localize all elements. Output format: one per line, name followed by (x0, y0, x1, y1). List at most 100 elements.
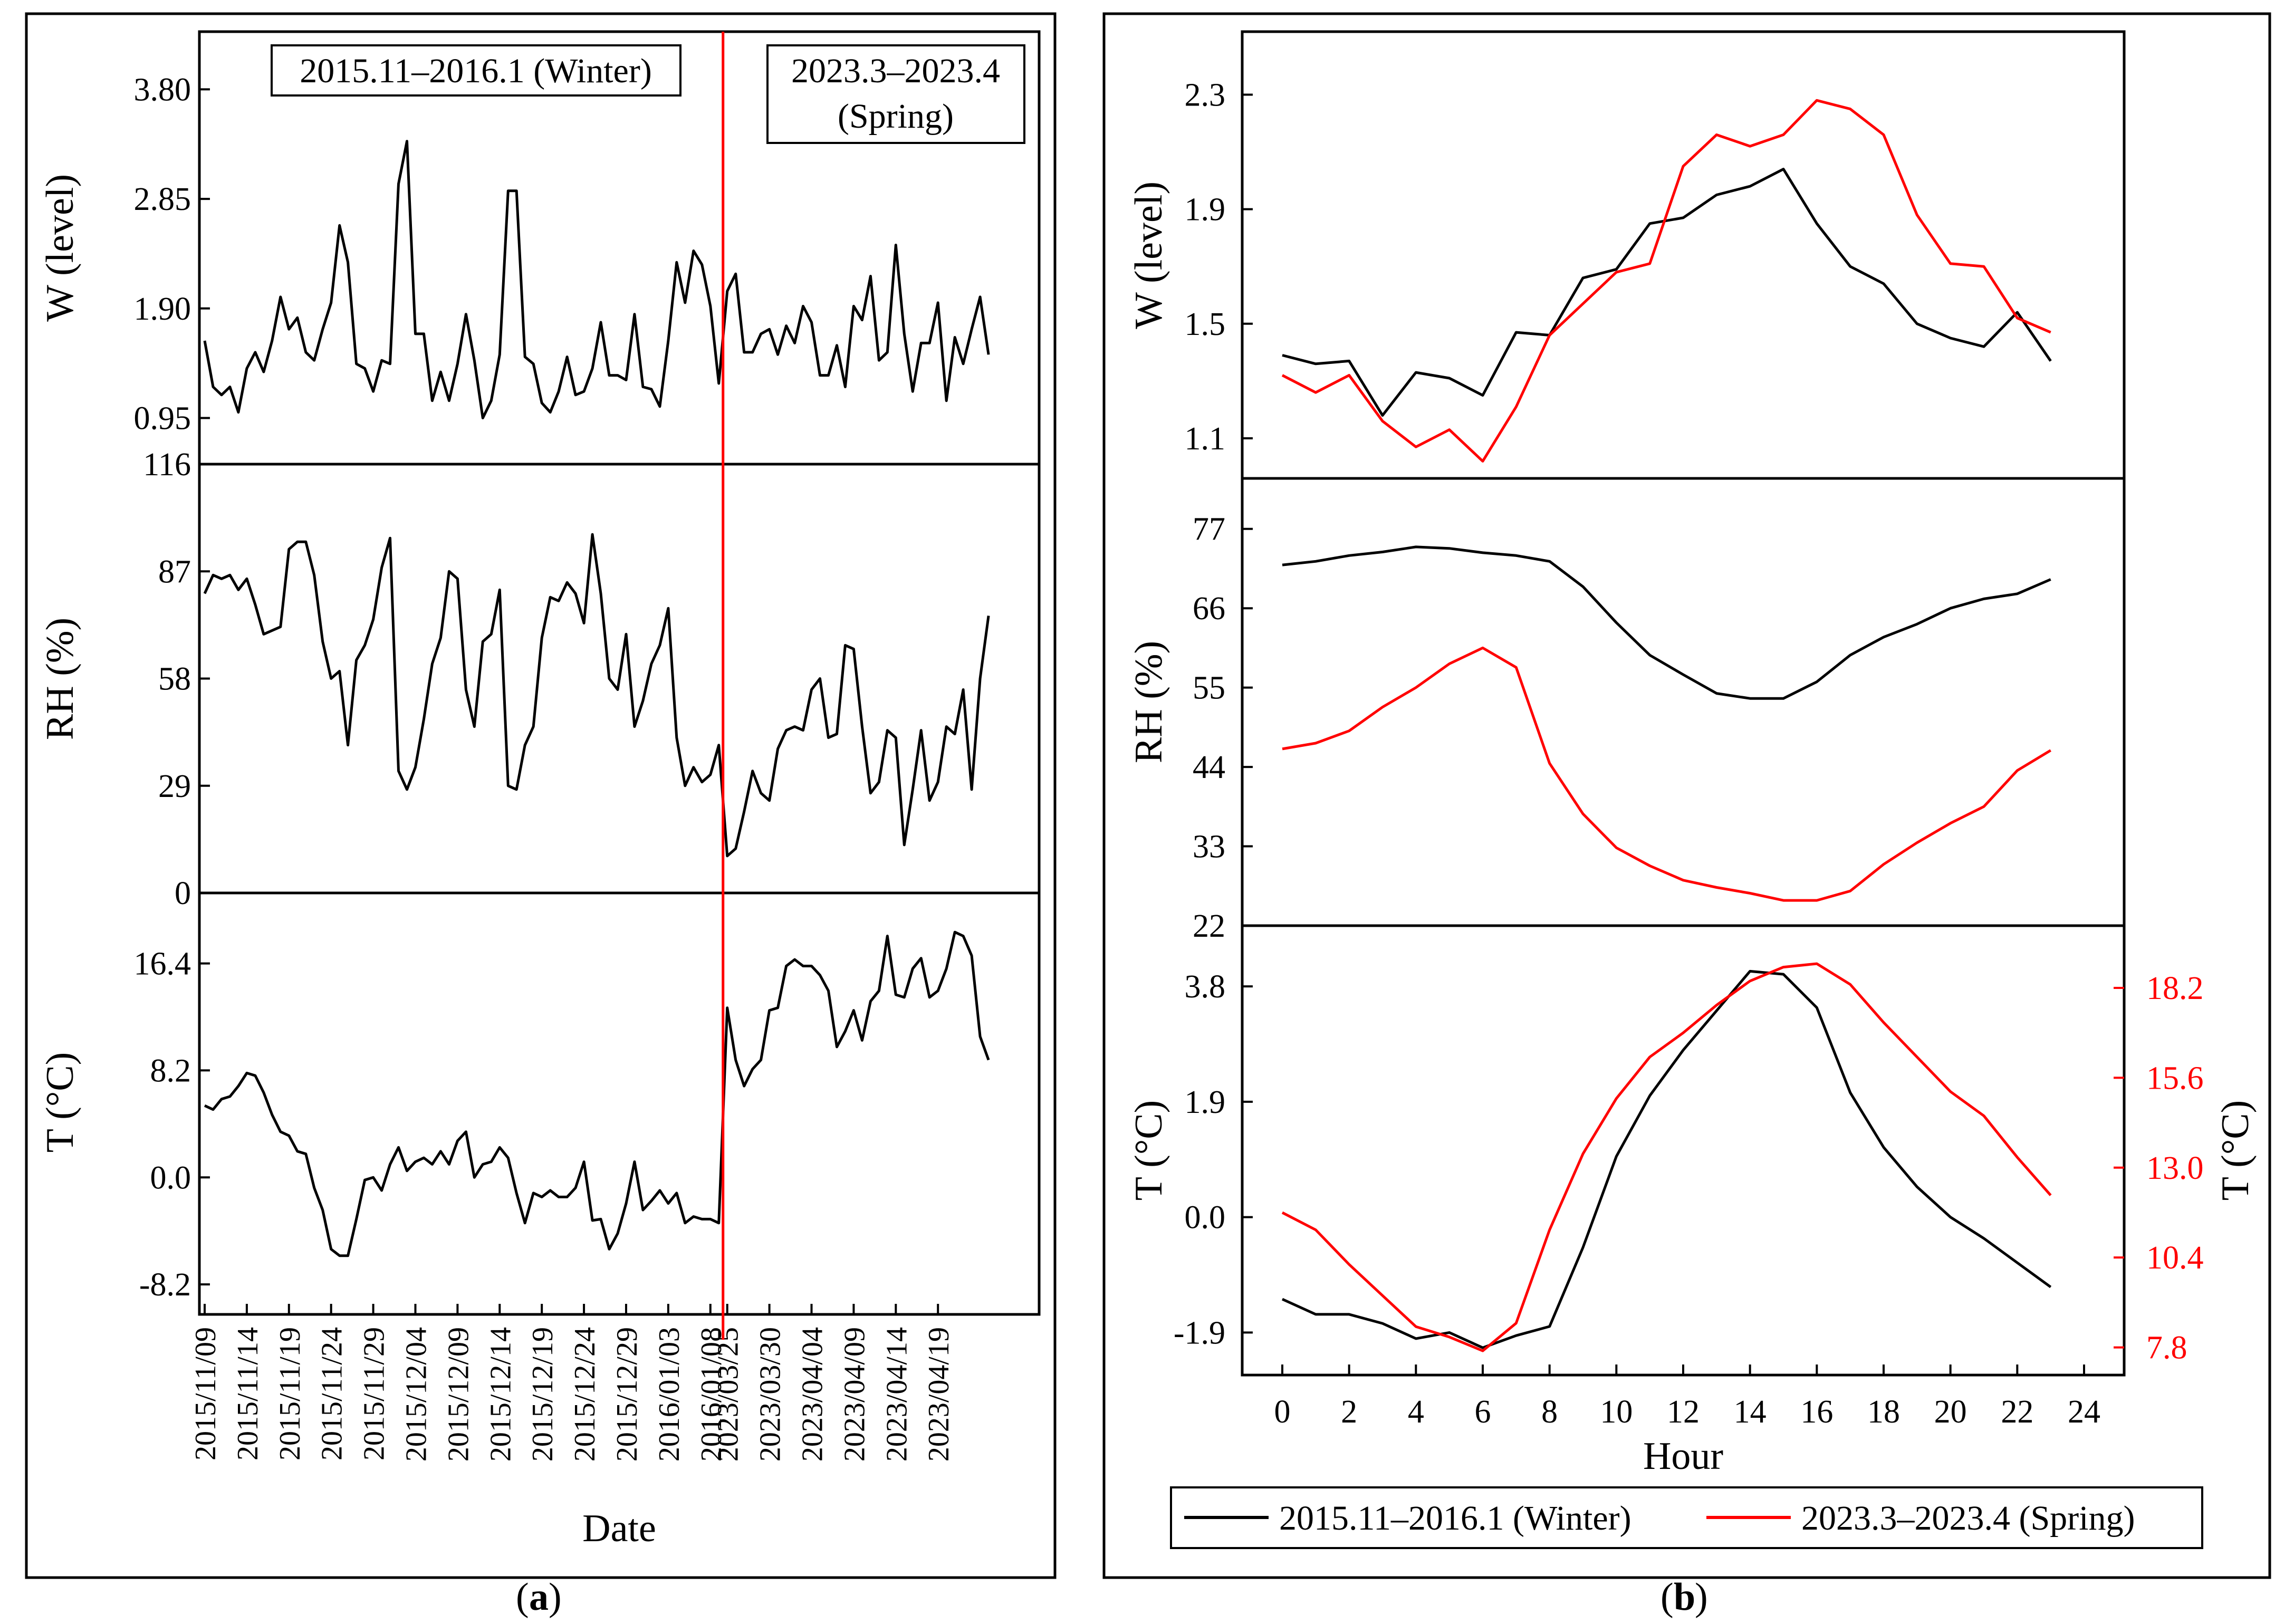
a-ytick-label: 8.2 (150, 1053, 191, 1089)
a-ytick-label: 2.85 (134, 181, 191, 217)
a-date-tick-label: 2015/12/14 (484, 1327, 517, 1462)
b-ytick-label: 1.9 (1185, 1084, 1226, 1120)
a-ytick-label: -8.2 (139, 1267, 191, 1303)
a-ytick-label: 0 (175, 876, 191, 911)
b-right-ytick-label: 13.0 (2146, 1150, 2204, 1186)
a-date-tick-label: 2016/01/08 (695, 1327, 728, 1462)
b-xtick-label: 12 (1667, 1394, 1700, 1430)
panel-b-ticks (1242, 93, 2124, 1375)
b-ytick-label: 33 (1193, 829, 1225, 865)
a-ytick-label: 29 (158, 768, 191, 804)
spring-period-box: 2023.3–2023.4 (Spring) (766, 44, 1025, 144)
b-xtick-label: 10 (1600, 1394, 1633, 1430)
b-ytick-label: 3.8 (1185, 969, 1226, 1005)
legend: 2015.11–2016.1 (Winter) 2023.3–2023.4 (S… (1170, 1486, 2203, 1549)
a-date-tick-label: 2023/03/25 (712, 1327, 745, 1462)
b-ytick-label: 1.1 (1185, 421, 1226, 457)
caption-a-open: ( (516, 1575, 529, 1619)
a-date-tick-label: 2015/11/29 (358, 1327, 391, 1460)
a-date-tick-label: 2015/12/29 (611, 1327, 644, 1462)
panel-b-frame (1102, 12, 2271, 1579)
panel-b: 1.1 1.5 1.9 2.3 22 33 44 55 66 77 -1.9 0.0 1.9 3.8 7.8… (1102, 12, 2271, 1579)
b-rh-axis-title: RH (%) (1127, 641, 1170, 763)
a-date-tick-label: 2023/04/14 (880, 1327, 913, 1462)
panel-a-series (203, 140, 990, 1257)
a-date-tick-label: 2015/11/09 (189, 1327, 222, 1460)
caption-a: ( a ) (516, 1575, 562, 1619)
caption-b-close: ) (1695, 1575, 1708, 1619)
caption-a-close: ) (549, 1575, 562, 1619)
b-RH-line-spring (1282, 646, 2051, 902)
b-right-ytick-label: 15.6 (2146, 1060, 2204, 1096)
panel-a-frame (25, 12, 1057, 1579)
a-x-axis-title: Date (582, 1507, 656, 1550)
panel-a: 0.95 1.90 2.85 3.80 0 29 58 87 116 -8.2 0.0 8.2 16.4… (25, 12, 1057, 1579)
b-ytick-label: 66 (1193, 591, 1225, 627)
a-ytick-label: 0.0 (150, 1160, 191, 1196)
a-W-line (203, 140, 990, 419)
a-date-tick-label: 2023/04/04 (796, 1327, 829, 1462)
panel-b-series (1281, 99, 2052, 1352)
caption-a-letter: a (529, 1575, 549, 1619)
a-ytick-label: 87 (158, 554, 191, 590)
legend-box (1170, 1486, 2203, 1549)
b-ytick-label: 1.5 (1185, 306, 1226, 342)
b-ytick-label: 22 (1193, 908, 1225, 944)
a-t-axis-title: T (°C) (39, 1052, 82, 1153)
b-w-axis-title: W (level) (1127, 181, 1170, 329)
a-ytick-label: 16.4 (134, 946, 191, 982)
b-xtick-label: 22 (2001, 1394, 2033, 1430)
winter-period-box: 2015.11–2016.1 (Winter) (271, 44, 682, 97)
spring-period-text-line2: (Spring) (838, 97, 954, 136)
b-T-line-winter (1281, 969, 2052, 1349)
a-ytick-label: 58 (158, 661, 191, 697)
a-date-tick-label: 2015/12/09 (442, 1327, 475, 1462)
a-ytick-label: 1.90 (134, 291, 191, 327)
panel-b-tick-labels: 1.1 1.5 1.9 2.3 22 33 44 55 66 77 -1.9 0.0 1.9 3.8 7.8… (1174, 77, 2204, 1430)
a-ytick-label: 116 (143, 447, 191, 483)
panel-a-tick-labels: 0.95 1.90 2.85 3.80 0 29 58 87 116 -8.2 0.0 8.2 16.4… (134, 72, 956, 1462)
b-right-ytick-label: 10.4 (2146, 1240, 2204, 1276)
b-xtick-label: 14 (1734, 1394, 1767, 1430)
panel-a-ticks (199, 88, 939, 1314)
caption-b-open: ( (1660, 1575, 1674, 1619)
a-RH-line (203, 533, 990, 858)
a-date-tick-label: 2015/12/19 (526, 1327, 559, 1462)
a-date-tick-label: 2015/12/04 (400, 1327, 433, 1462)
a-date-tick-label: 2015/11/24 (316, 1327, 349, 1460)
caption-b-letter: b (1674, 1575, 1695, 1619)
a-date-tick-label: 2015/11/14 (232, 1327, 264, 1460)
b-T-line-spring (1281, 962, 2052, 1352)
a-date-tick-label: 2023/04/09 (838, 1327, 871, 1462)
a-T-line (204, 930, 990, 1257)
a-ytick-label: 0.95 (134, 401, 191, 437)
b-ytick-label: 44 (1193, 749, 1225, 785)
legend-winter-label: 2015.11–2016.1 (Winter) (1279, 1499, 1631, 1537)
b-xtick-label: 8 (1541, 1394, 1558, 1430)
b-xtick-label: 20 (1934, 1394, 1967, 1430)
panel-a-plot-area (198, 30, 1041, 1316)
b-t-right-axis-title: T (°C) (2214, 1100, 2257, 1201)
b-x-axis-title: Hour (1643, 1435, 1723, 1478)
b-xtick-label: 4 (1408, 1394, 1424, 1430)
a-date-tick-label: 2023/04/19 (923, 1327, 955, 1462)
b-ytick-label: 1.9 (1185, 192, 1226, 228)
b-ytick-label: 55 (1193, 670, 1225, 706)
legend-spring-label: 2023.3–2023.4 (Spring) (1801, 1499, 2135, 1537)
b-RH-line-winter (1282, 545, 2051, 700)
b-xtick-label: 16 (1800, 1394, 1833, 1430)
a-date-tick-label: 2023/03/30 (754, 1327, 787, 1462)
b-xtick-label: 6 (1475, 1394, 1491, 1430)
b-W-line-spring (1281, 99, 2051, 463)
b-xtick-label: 0 (1274, 1394, 1291, 1430)
a-date-tick-label: 2015/12/24 (569, 1327, 601, 1462)
b-ytick-label: -1.9 (1174, 1315, 1225, 1351)
a-date-tick-label: 2016/01/03 (653, 1327, 686, 1462)
a-ytick-label: 3.80 (134, 72, 191, 108)
b-t-axis-title: T (°C) (1127, 1100, 1170, 1201)
b-ytick-label: 77 (1193, 512, 1225, 547)
a-w-axis-title: W (level) (39, 174, 82, 322)
a-rh-axis-title: RH (%) (39, 618, 82, 740)
b-W-line-winter (1282, 168, 2052, 417)
